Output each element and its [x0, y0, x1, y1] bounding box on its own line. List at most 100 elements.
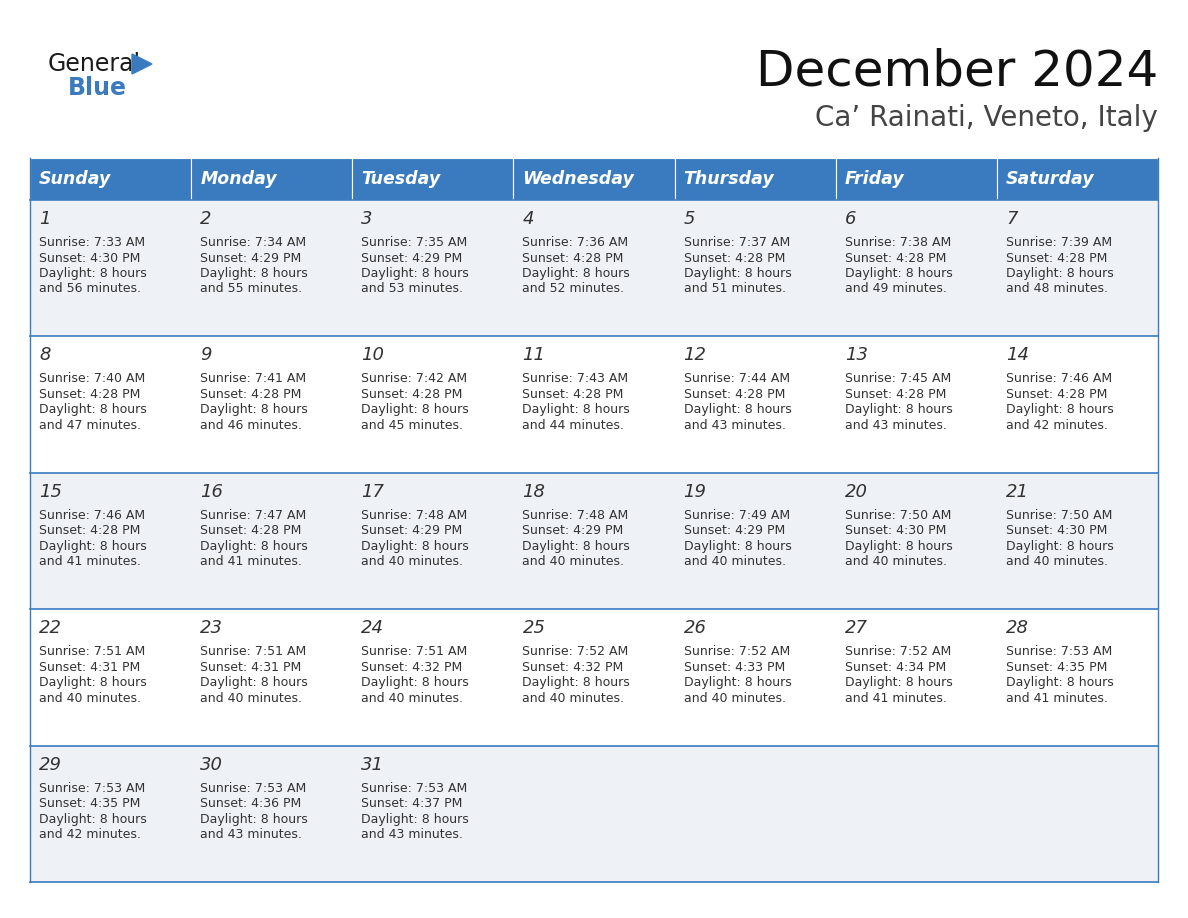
Text: Daylight: 8 hours: Daylight: 8 hours	[200, 403, 308, 417]
Text: Sunrise: 7:51 AM: Sunrise: 7:51 AM	[200, 645, 307, 658]
Text: and 40 minutes.: and 40 minutes.	[39, 691, 141, 705]
Bar	[30, 745, 1158, 882]
Text: Saturday: Saturday	[1006, 170, 1094, 188]
Text: Daylight: 8 hours: Daylight: 8 hours	[200, 677, 308, 689]
Text: 3: 3	[361, 210, 373, 228]
Text: Daylight: 8 hours: Daylight: 8 hours	[683, 403, 791, 417]
Text: and 52 minutes.: and 52 minutes.	[523, 283, 625, 296]
Text: 9: 9	[200, 346, 211, 364]
Text: Daylight: 8 hours: Daylight: 8 hours	[1006, 403, 1113, 417]
Text: Sunset: 4:31 PM: Sunset: 4:31 PM	[39, 661, 140, 674]
Text: Sunset: 4:28 PM: Sunset: 4:28 PM	[1006, 252, 1107, 264]
Text: Daylight: 8 hours: Daylight: 8 hours	[1006, 267, 1113, 280]
Text: 2: 2	[200, 210, 211, 228]
Text: Daylight: 8 hours: Daylight: 8 hours	[523, 267, 630, 280]
Text: Sunrise: 7:38 AM: Sunrise: 7:38 AM	[845, 236, 950, 249]
Text: Sunset: 4:28 PM: Sunset: 4:28 PM	[39, 388, 140, 401]
Bar	[835, 158, 997, 200]
Text: and 53 minutes.: and 53 minutes.	[361, 283, 463, 296]
Text: Sunrise: 7:53 AM: Sunrise: 7:53 AM	[1006, 645, 1112, 658]
Text: and 43 minutes.: and 43 minutes.	[200, 828, 302, 841]
Text: 5: 5	[683, 210, 695, 228]
Text: and 41 minutes.: and 41 minutes.	[1006, 691, 1107, 705]
Text: and 55 minutes.: and 55 minutes.	[200, 283, 302, 296]
Text: Sunset: 4:35 PM: Sunset: 4:35 PM	[39, 797, 140, 810]
Text: Sunset: 4:32 PM: Sunset: 4:32 PM	[523, 661, 624, 674]
Text: and 41 minutes.: and 41 minutes.	[845, 691, 947, 705]
Text: 26: 26	[683, 620, 707, 637]
Text: Sunrise: 7:37 AM: Sunrise: 7:37 AM	[683, 236, 790, 249]
Text: 28: 28	[1006, 620, 1029, 637]
Text: Sunrise: 7:50 AM: Sunrise: 7:50 AM	[1006, 509, 1112, 521]
Text: Daylight: 8 hours: Daylight: 8 hours	[361, 677, 469, 689]
Text: Daylight: 8 hours: Daylight: 8 hours	[39, 267, 147, 280]
Text: Sunrise: 7:41 AM: Sunrise: 7:41 AM	[200, 373, 307, 386]
Text: and 40 minutes.: and 40 minutes.	[200, 691, 302, 705]
Text: Sunset: 4:29 PM: Sunset: 4:29 PM	[361, 252, 462, 264]
Text: and 42 minutes.: and 42 minutes.	[1006, 419, 1107, 431]
Text: and 48 minutes.: and 48 minutes.	[1006, 283, 1108, 296]
Text: Sunrise: 7:35 AM: Sunrise: 7:35 AM	[361, 236, 468, 249]
Text: and 49 minutes.: and 49 minutes.	[845, 283, 947, 296]
Bar	[30, 473, 1158, 610]
Text: Sunrise: 7:47 AM: Sunrise: 7:47 AM	[200, 509, 307, 521]
Text: Sunrise: 7:53 AM: Sunrise: 7:53 AM	[39, 781, 145, 795]
Text: 12: 12	[683, 346, 707, 364]
Text: Sunrise: 7:33 AM: Sunrise: 7:33 AM	[39, 236, 145, 249]
Text: and 40 minutes.: and 40 minutes.	[523, 691, 625, 705]
Text: Sunset: 4:28 PM: Sunset: 4:28 PM	[683, 252, 785, 264]
Text: Sunrise: 7:45 AM: Sunrise: 7:45 AM	[845, 373, 950, 386]
Text: Sunset: 4:28 PM: Sunset: 4:28 PM	[200, 524, 302, 537]
Text: and 43 minutes.: and 43 minutes.	[361, 828, 463, 841]
Text: Daylight: 8 hours: Daylight: 8 hours	[361, 403, 469, 417]
Text: Sunrise: 7:42 AM: Sunrise: 7:42 AM	[361, 373, 467, 386]
Text: Sunset: 4:28 PM: Sunset: 4:28 PM	[845, 388, 946, 401]
Text: Daylight: 8 hours: Daylight: 8 hours	[523, 677, 630, 689]
Text: Sunrise: 7:48 AM: Sunrise: 7:48 AM	[523, 509, 628, 521]
Text: Sunset: 4:28 PM: Sunset: 4:28 PM	[361, 388, 462, 401]
Text: Sunrise: 7:51 AM: Sunrise: 7:51 AM	[361, 645, 468, 658]
Text: Sunrise: 7:49 AM: Sunrise: 7:49 AM	[683, 509, 790, 521]
Text: Sunset: 4:31 PM: Sunset: 4:31 PM	[200, 661, 302, 674]
Text: Daylight: 8 hours: Daylight: 8 hours	[361, 540, 469, 553]
Text: and 42 minutes.: and 42 minutes.	[39, 828, 141, 841]
Bar	[191, 158, 353, 200]
Text: Sunrise: 7:40 AM: Sunrise: 7:40 AM	[39, 373, 145, 386]
Text: and 45 minutes.: and 45 minutes.	[361, 419, 463, 431]
Text: Sunrise: 7:52 AM: Sunrise: 7:52 AM	[523, 645, 628, 658]
Text: Monday: Monday	[200, 170, 277, 188]
Text: Blue: Blue	[68, 76, 127, 100]
Text: Daylight: 8 hours: Daylight: 8 hours	[200, 812, 308, 825]
Text: and 40 minutes.: and 40 minutes.	[845, 555, 947, 568]
Text: Daylight: 8 hours: Daylight: 8 hours	[523, 403, 630, 417]
Bar	[30, 610, 1158, 745]
Text: and 40 minutes.: and 40 minutes.	[361, 555, 463, 568]
Text: 24: 24	[361, 620, 384, 637]
Text: Sunday: Sunday	[39, 170, 112, 188]
Text: 18: 18	[523, 483, 545, 501]
Text: 13: 13	[845, 346, 867, 364]
Text: 19: 19	[683, 483, 707, 501]
Text: 25: 25	[523, 620, 545, 637]
Text: Sunrise: 7:44 AM: Sunrise: 7:44 AM	[683, 373, 790, 386]
Text: Sunrise: 7:48 AM: Sunrise: 7:48 AM	[361, 509, 468, 521]
Polygon shape	[132, 54, 152, 74]
Text: Daylight: 8 hours: Daylight: 8 hours	[39, 403, 147, 417]
Text: 20: 20	[845, 483, 867, 501]
Text: Sunrise: 7:43 AM: Sunrise: 7:43 AM	[523, 373, 628, 386]
Text: Daylight: 8 hours: Daylight: 8 hours	[361, 812, 469, 825]
Bar	[675, 158, 835, 200]
Text: Sunrise: 7:53 AM: Sunrise: 7:53 AM	[200, 781, 307, 795]
Text: Sunrise: 7:52 AM: Sunrise: 7:52 AM	[683, 645, 790, 658]
Text: 27: 27	[845, 620, 867, 637]
Text: Sunset: 4:28 PM: Sunset: 4:28 PM	[683, 388, 785, 401]
Bar	[997, 158, 1158, 200]
Text: and 44 minutes.: and 44 minutes.	[523, 419, 625, 431]
Text: Ca’ Rainati, Veneto, Italy: Ca’ Rainati, Veneto, Italy	[815, 104, 1158, 132]
Text: 6: 6	[845, 210, 857, 228]
Text: Thursday: Thursday	[683, 170, 775, 188]
Text: Daylight: 8 hours: Daylight: 8 hours	[361, 267, 469, 280]
Text: Daylight: 8 hours: Daylight: 8 hours	[845, 403, 953, 417]
Text: and 40 minutes.: and 40 minutes.	[1006, 555, 1108, 568]
Text: Daylight: 8 hours: Daylight: 8 hours	[39, 540, 147, 553]
